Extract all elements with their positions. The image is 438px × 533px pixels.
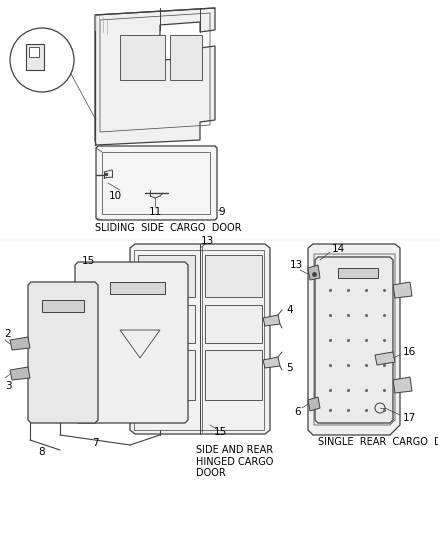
Text: 11: 11 <box>148 207 162 217</box>
Polygon shape <box>96 146 217 220</box>
Bar <box>138 350 195 400</box>
Bar <box>205 350 262 400</box>
Polygon shape <box>375 352 395 365</box>
Text: 4: 4 <box>286 305 293 315</box>
Polygon shape <box>28 282 98 423</box>
Text: 7: 7 <box>92 438 98 448</box>
Bar <box>110 282 165 294</box>
Text: 8: 8 <box>39 447 45 457</box>
Text: 15: 15 <box>82 256 95 266</box>
Text: 14: 14 <box>332 244 345 254</box>
Bar <box>134 250 264 430</box>
Text: 16: 16 <box>403 347 416 357</box>
Polygon shape <box>130 244 270 434</box>
Polygon shape <box>315 257 393 423</box>
Polygon shape <box>10 337 30 350</box>
Text: SINGLE  REAR  CARGO  DOOR: SINGLE REAR CARGO DOOR <box>318 437 438 447</box>
Polygon shape <box>308 265 320 280</box>
Bar <box>338 268 378 278</box>
Circle shape <box>10 28 74 92</box>
Polygon shape <box>308 397 320 411</box>
Polygon shape <box>263 357 280 368</box>
Polygon shape <box>263 315 280 326</box>
Text: 6: 6 <box>295 407 301 417</box>
Text: 13: 13 <box>290 260 303 270</box>
Bar <box>26 44 44 70</box>
Bar <box>138 305 195 343</box>
Bar <box>42 300 84 312</box>
Text: SIDE AND REAR
HINGED CARGO
DOOR: SIDE AND REAR HINGED CARGO DOOR <box>196 445 273 478</box>
Bar <box>29 47 39 57</box>
Polygon shape <box>75 262 188 423</box>
Text: 9: 9 <box>219 207 225 217</box>
Bar <box>170 35 202 80</box>
Text: 5: 5 <box>286 363 293 373</box>
Text: 2: 2 <box>5 329 11 339</box>
Text: 17: 17 <box>403 413 416 423</box>
Bar <box>205 305 262 343</box>
Bar <box>205 255 262 297</box>
Text: 3: 3 <box>5 381 11 391</box>
Polygon shape <box>308 244 400 435</box>
Polygon shape <box>393 282 412 298</box>
Text: 15: 15 <box>213 427 226 437</box>
Bar <box>102 152 210 214</box>
Text: 10: 10 <box>109 191 122 201</box>
Polygon shape <box>10 367 30 380</box>
Polygon shape <box>393 377 412 393</box>
Text: SLIDING  SIDE  CARGO  DOOR: SLIDING SIDE CARGO DOOR <box>95 223 241 233</box>
Bar <box>138 255 195 297</box>
Bar <box>120 35 165 80</box>
Polygon shape <box>95 8 215 145</box>
Text: 1: 1 <box>35 71 41 81</box>
Text: 13: 13 <box>200 236 214 246</box>
